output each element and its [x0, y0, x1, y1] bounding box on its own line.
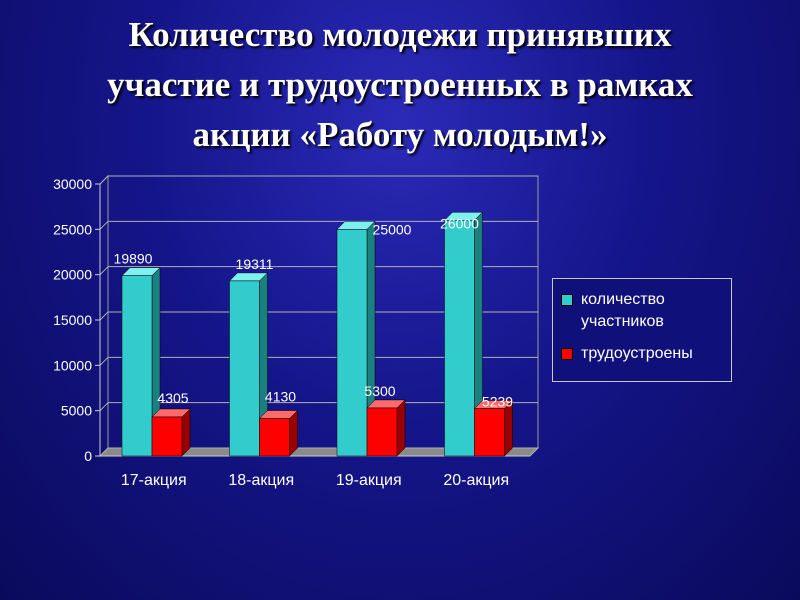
grid-line-depth — [99, 175, 109, 185]
data-label: 19890 — [114, 251, 153, 267]
legend-item-participants: количество участников — [561, 289, 731, 333]
bar-participants — [444, 220, 475, 457]
bar-participants — [229, 280, 260, 457]
data-label: 4130 — [265, 389, 296, 405]
title-line-1: Количество молодежи принявших — [128, 15, 672, 54]
bar-employed — [474, 408, 505, 457]
x-category-label: 18-акция — [228, 472, 294, 489]
data-label: 26000 — [440, 215, 479, 231]
data-label: 19311 — [236, 256, 274, 272]
x-category-label: 19-акция — [336, 472, 402, 489]
bar-employed — [259, 418, 290, 457]
y-tick-label: 15000 — [53, 312, 92, 328]
grid-line-depth — [99, 402, 109, 412]
slide-title: Количество молодежи принявших участие и … — [40, 10, 760, 160]
data-label: 25000 — [373, 221, 412, 237]
data-label: 5239 — [482, 393, 513, 409]
grid-line-depth — [99, 220, 109, 230]
legend-item-employed: трудоустроены — [561, 343, 731, 365]
y-tick-label: 0 — [84, 448, 92, 464]
bar-side — [396, 399, 406, 457]
title-line-3: акции «Работу молодым!» — [192, 115, 608, 154]
bar-employed — [366, 407, 398, 457]
legend-swatch-participants — [561, 294, 573, 306]
grid-line-depth — [99, 266, 109, 276]
bar-employed — [151, 416, 183, 457]
legend-label-employed: трудоустроены — [581, 345, 693, 362]
chart-legend: количество участников трудоустроены — [552, 278, 732, 382]
bar-participants — [336, 229, 368, 457]
title-line-2: участие и трудоустроенных в рамках — [107, 65, 693, 104]
data-label: 5300 — [364, 383, 395, 399]
y-tick-label: 5000 — [61, 403, 92, 419]
bar-participants — [121, 275, 153, 457]
y-tick-label: 25000 — [53, 221, 92, 237]
x-category-label: 20-акция — [443, 472, 509, 489]
y-tick-label: 30000 — [53, 176, 92, 192]
grid-line-depth — [99, 356, 109, 366]
y-tick-label: 20000 — [53, 267, 92, 283]
grid-line-depth — [99, 311, 109, 321]
data-label: 4305 — [157, 390, 188, 406]
legend-label-participants: количество участников — [581, 291, 665, 330]
legend-swatch-employed — [561, 348, 573, 360]
x-category-label: 17-акция — [121, 472, 187, 489]
y-tick-label: 10000 — [53, 357, 92, 373]
